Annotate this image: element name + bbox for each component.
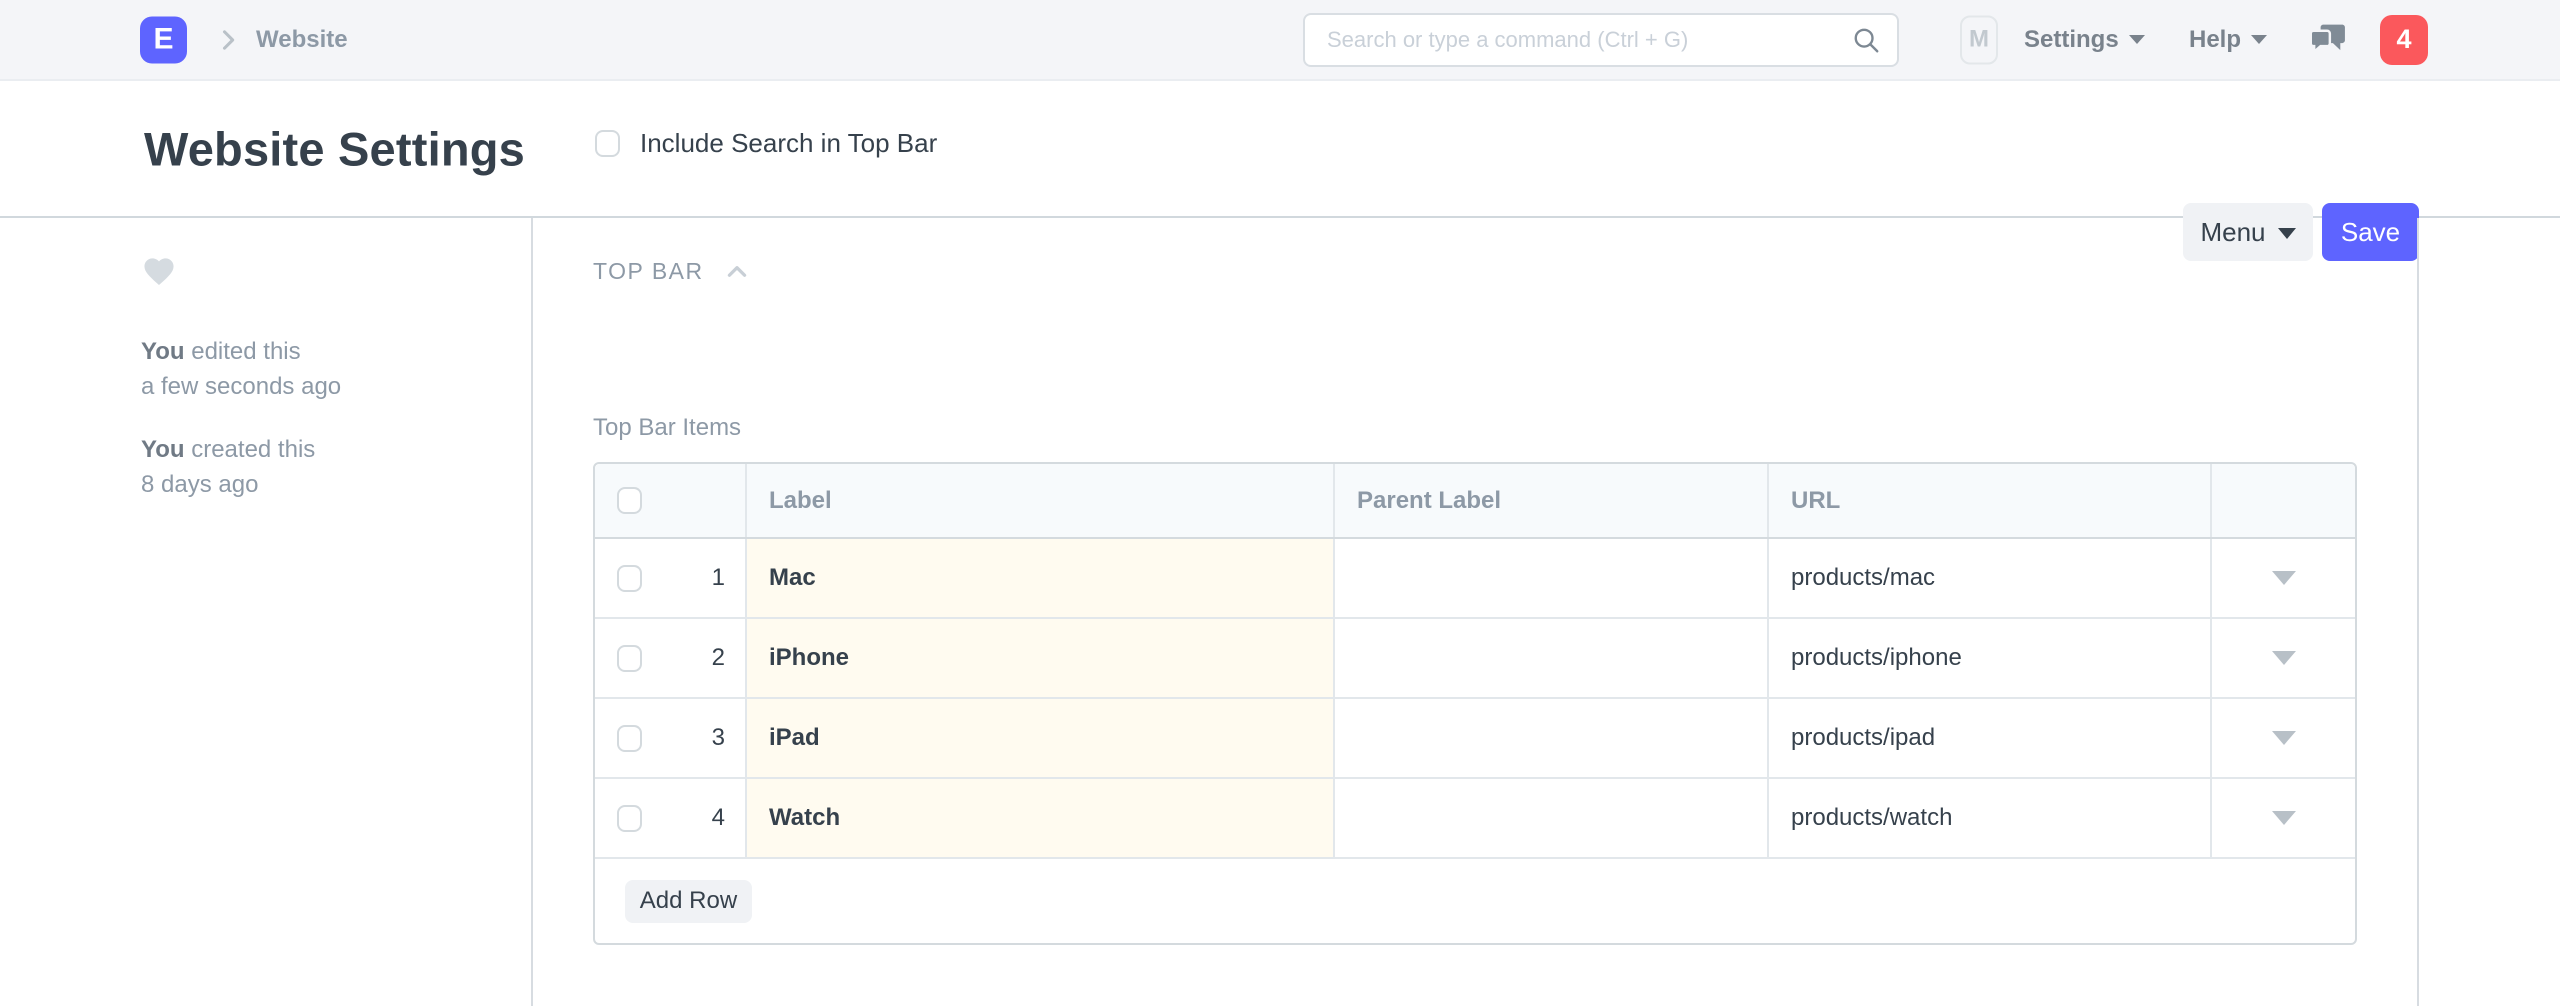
settings-label: Settings	[2024, 25, 2119, 53]
app-logo[interactable]: E	[140, 16, 187, 63]
settings-menu[interactable]: Settings	[2024, 26, 2145, 54]
help-label: Help	[2189, 25, 2242, 53]
row-dropdown-arrow-icon[interactable]	[2271, 571, 2296, 585]
menu-button-label: Menu	[2200, 216, 2266, 247]
add-row-label: Add Row	[639, 887, 738, 914]
row-checkbox[interactable]	[617, 564, 642, 592]
search-icon[interactable]	[1851, 25, 1881, 55]
notification-badge[interactable]: 4	[2380, 14, 2428, 65]
search-input[interactable]	[1303, 12, 1899, 67]
include-search-checkbox[interactable]	[595, 130, 620, 157]
include-search-field: Include Search in Top Bar	[595, 128, 937, 159]
row-dropdown-arrow-icon[interactable]	[2271, 811, 2296, 825]
edited-info: You edited this a few seconds ago	[141, 334, 341, 404]
edited-action: edited this	[184, 338, 301, 365]
breadcrumb[interactable]: Website	[256, 25, 348, 53]
table-row: 4 Watch products/watch	[595, 779, 2355, 859]
label-cell[interactable]: iPhone	[745, 619, 1333, 697]
grid-footer: Add Row	[595, 859, 2355, 943]
row-index: 2	[711, 644, 725, 671]
row-dropdown-arrow-icon[interactable]	[2271, 731, 2296, 745]
table-row: 3 iPad products/ipad	[595, 699, 2355, 779]
parent-label-cell[interactable]	[1333, 779, 1767, 857]
chat-icon[interactable]	[2308, 21, 2348, 59]
column-header-parent-label: Parent Label	[1333, 464, 1767, 537]
navbar: E Website M Settings Help	[0, 0, 2560, 81]
row-index: 1	[711, 564, 725, 591]
url-cell[interactable]: products/ipad	[1767, 699, 2210, 777]
global-search	[1303, 12, 1899, 67]
row-index: 4	[711, 804, 725, 831]
grid-field-label: Top Bar Items	[593, 414, 742, 441]
help-menu[interactable]: Help	[2189, 25, 2268, 54]
menu-button[interactable]: Menu	[2183, 203, 2313, 261]
created-by: You	[141, 436, 185, 463]
user-avatar[interactable]: M	[1960, 15, 1998, 64]
row-index: 3	[711, 724, 725, 751]
select-all-checkbox[interactable]	[617, 487, 642, 514]
column-header-actions	[2210, 464, 2355, 537]
content-right-divider	[2417, 218, 2419, 1006]
chevron-up-icon	[727, 265, 746, 277]
notification-count: 4	[2396, 24, 2412, 54]
row-dropdown-arrow-icon[interactable]	[2271, 651, 2296, 665]
label-cell[interactable]: iPad	[745, 699, 1333, 777]
save-button-label: Save	[2340, 216, 2401, 247]
section-title: TOP BAR	[593, 258, 704, 284]
parent-label-cell[interactable]	[1333, 539, 1767, 617]
chevron-down-icon	[2277, 228, 2296, 239]
breadcrumb-chevron-icon	[214, 26, 242, 54]
include-search-label: Include Search in Top Bar	[640, 128, 938, 158]
column-header-label: Label	[745, 464, 1333, 537]
sidebar-divider	[531, 218, 533, 1006]
row-checkbox[interactable]	[617, 724, 642, 752]
row-checkbox[interactable]	[617, 804, 642, 832]
table-row: 2 iPhone products/iphone	[595, 619, 2355, 699]
chevron-down-icon	[2128, 35, 2145, 44]
grid-header-row: Label Parent Label URL	[595, 464, 2355, 539]
edited-when: a few seconds ago	[141, 373, 342, 400]
created-when: 8 days ago	[141, 471, 259, 498]
label-cell[interactable]: Mac	[745, 539, 1333, 617]
table-row: 1 Mac products/mac	[595, 539, 2355, 619]
created-action: created this	[184, 436, 316, 463]
top-bar-items-grid: Label Parent Label URL 1 Mac products/ma…	[593, 462, 2357, 945]
like-heart-icon[interactable]	[141, 254, 177, 291]
parent-label-cell[interactable]	[1333, 619, 1767, 697]
save-button[interactable]: Save	[2322, 203, 2419, 261]
url-cell[interactable]: products/iphone	[1767, 619, 2210, 697]
column-header-url: URL	[1767, 464, 2210, 537]
chevron-down-icon	[2251, 35, 2268, 44]
section-top-bar[interactable]: TOP BAR	[593, 258, 752, 285]
url-cell[interactable]: products/mac	[1767, 539, 2210, 617]
edited-by: You	[141, 338, 185, 365]
row-checkbox[interactable]	[617, 644, 642, 672]
avatar-letter: M	[1969, 25, 1989, 53]
page-header: Website Settings Menu Save	[0, 81, 2560, 261]
page-title: Website Settings	[144, 122, 526, 175]
app-logo-letter: E	[153, 22, 174, 56]
created-info: You created this 8 days ago	[141, 432, 315, 502]
parent-label-cell[interactable]	[1333, 699, 1767, 777]
add-row-button[interactable]: Add Row	[625, 879, 752, 923]
label-cell[interactable]: Watch	[745, 779, 1333, 857]
url-cell[interactable]: products/watch	[1767, 779, 2210, 857]
